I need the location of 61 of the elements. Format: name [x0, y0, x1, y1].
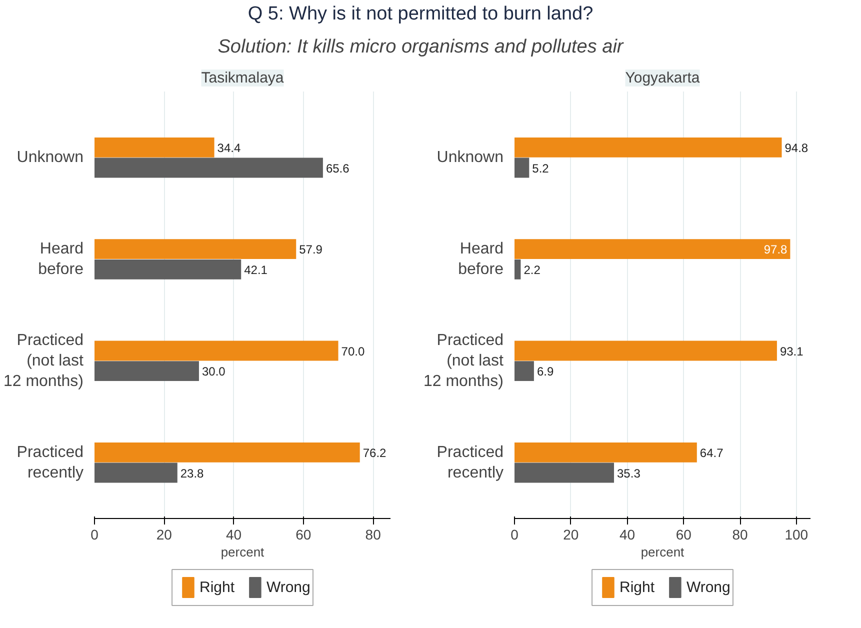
- x-tick-label: 40: [619, 526, 636, 542]
- x-tick-label: 80: [732, 526, 748, 542]
- x-tick-label: 60: [676, 526, 692, 542]
- y-tick-label: Practiced recently: [16, 444, 84, 482]
- data-label: 94.8: [784, 140, 808, 155]
- x-tick-label: 60: [296, 526, 312, 542]
- data-label: 76.2: [362, 446, 387, 460]
- legend-label: Wrong: [266, 579, 310, 596]
- data-label: 64.7: [700, 446, 724, 460]
- bar: [514, 137, 782, 158]
- bar: [514, 462, 614, 483]
- bar: [94, 259, 242, 280]
- data-label: 57.9: [299, 242, 323, 257]
- bar: [514, 340, 777, 361]
- y-tick-label: Practiced recently: [436, 444, 504, 482]
- legend-label: Wrong: [686, 579, 730, 596]
- y-tick-label: Heard before: [38, 240, 84, 278]
- legend-label: Right: [200, 579, 236, 596]
- bar: [94, 137, 214, 158]
- bar: [514, 259, 521, 280]
- data-label: 34.4: [217, 140, 241, 155]
- data-label: 5.2: [532, 161, 550, 176]
- data-label: 93.1: [780, 344, 804, 358]
- data-label: 2.2: [524, 262, 541, 277]
- x-tick-label: 0: [90, 526, 99, 542]
- bar: [514, 442, 697, 462]
- bar: [514, 239, 790, 260]
- x-axis-title: percent: [640, 544, 685, 560]
- data-label: 6.9: [536, 364, 554, 379]
- y-tick-label: Unknown: [436, 149, 504, 166]
- x-tick-label: 20: [156, 526, 172, 542]
- y-tick-label: Unknown: [16, 149, 84, 166]
- data-label: 65.6: [326, 161, 350, 176]
- x-tick-label: 20: [563, 526, 579, 542]
- y-tick-label: Practiced (not last 12 months): [423, 332, 504, 390]
- data-label: 30.0: [202, 364, 226, 379]
- bar: [94, 361, 199, 382]
- bar: [94, 462, 178, 483]
- bar: [514, 361, 534, 382]
- chart-title: Tasikmalaya: [201, 70, 284, 86]
- bar: [514, 158, 530, 178]
- bar: [94, 442, 360, 462]
- x-tick-label: 40: [226, 526, 242, 542]
- x-tick-label: 80: [365, 526, 382, 542]
- data-label: 35.3: [617, 466, 641, 480]
- y-tick-label: Practiced (not last 12 months): [3, 332, 84, 390]
- data-label: 23.8: [180, 466, 204, 480]
- x-tick-label: 0: [510, 526, 519, 542]
- bar: [94, 340, 338, 361]
- y-tick-label: Heard before: [458, 240, 504, 278]
- chart-title: Yogyakarta: [625, 70, 700, 86]
- x-axis-title: percent: [220, 544, 265, 560]
- data-label: 42.1: [244, 262, 268, 277]
- data-label: 70.0: [341, 344, 365, 358]
- text: Q 5: Why is it not permitted to burn land?: [248, 4, 594, 24]
- data-label: 97.8: [764, 242, 788, 257]
- legend-label: Right: [620, 579, 656, 596]
- text: Solution: It kills micro organisms and pollutes air: [218, 36, 624, 58]
- bar: [94, 239, 296, 260]
- bar: [94, 158, 323, 178]
- x-tick-label: 100: [784, 526, 808, 542]
